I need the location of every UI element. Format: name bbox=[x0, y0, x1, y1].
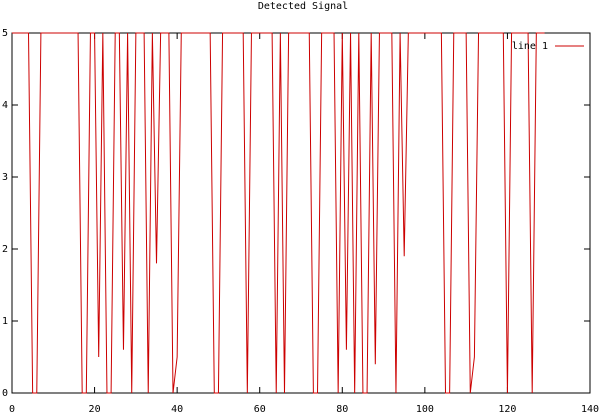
x-tick-label: 120 bbox=[498, 404, 516, 415]
x-tick-label: 40 bbox=[171, 404, 183, 415]
x-tick-label: 20 bbox=[89, 404, 101, 415]
legend-label: line 1 bbox=[512, 41, 548, 52]
line-series bbox=[12, 32, 545, 394]
x-tick-label: 100 bbox=[416, 404, 434, 415]
chart-title: Detected Signal bbox=[258, 1, 348, 12]
x-tick-label: 80 bbox=[336, 404, 348, 415]
y-tick-label: 0 bbox=[2, 388, 8, 399]
y-tick-label: 2 bbox=[2, 244, 8, 255]
y-tick-label: 1 bbox=[2, 316, 8, 327]
x-tick-label: 140 bbox=[581, 404, 599, 415]
y-tick-label: 3 bbox=[2, 172, 8, 183]
x-tick-label: 60 bbox=[254, 404, 266, 415]
y-tick-label: 4 bbox=[2, 100, 8, 111]
x-tick-label: 0 bbox=[9, 404, 15, 415]
y-tick-label: 5 bbox=[2, 28, 8, 39]
